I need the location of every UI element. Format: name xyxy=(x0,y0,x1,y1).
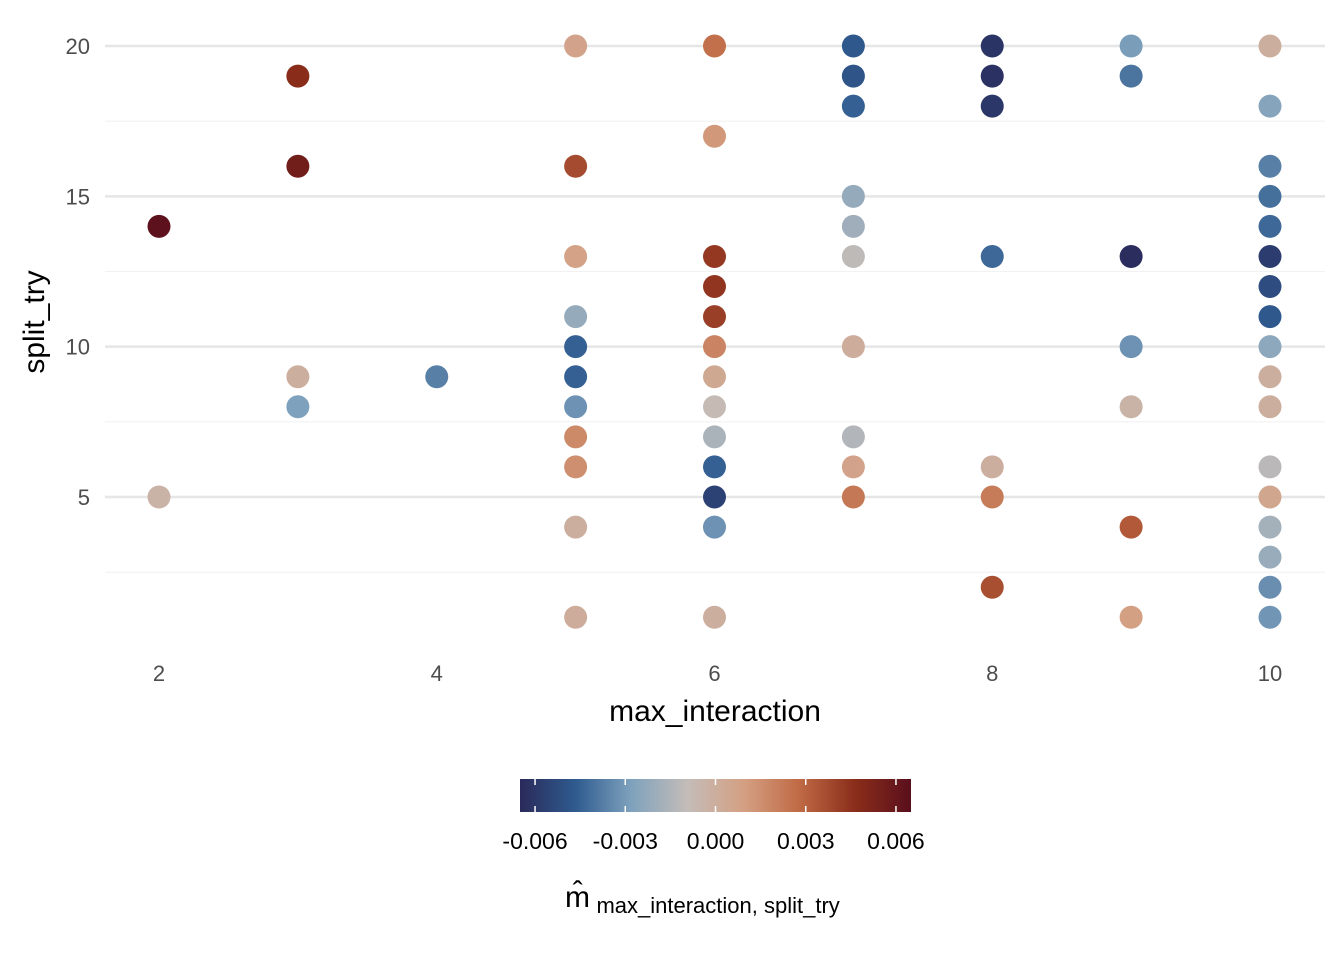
data-point xyxy=(980,575,1004,599)
data-point xyxy=(564,34,588,58)
data-point xyxy=(703,244,726,268)
data-point xyxy=(147,485,171,509)
data-point xyxy=(564,335,588,359)
colorbar-tick-label: 0.006 xyxy=(867,828,925,854)
data-point xyxy=(564,244,588,268)
colorbar-tick-label: -0.006 xyxy=(502,828,567,854)
data-point xyxy=(564,395,588,419)
x-axis-ticks: 2 4 6 8 10 xyxy=(153,661,1282,686)
data-point xyxy=(980,94,1004,118)
data-point xyxy=(841,425,865,449)
data-point xyxy=(703,124,726,148)
color-legend: -0.006 -0.003 0.000 0.003 0.006 m̂ max_inter… xyxy=(502,779,925,918)
data-point xyxy=(286,395,310,419)
data-point xyxy=(841,455,865,479)
colorbar-tick-label: 0.000 xyxy=(687,828,745,854)
data-point xyxy=(1258,275,1282,299)
colorbar-ticks xyxy=(534,779,897,812)
data-point xyxy=(564,605,588,629)
data-point xyxy=(1119,64,1143,88)
data-point xyxy=(1258,485,1282,509)
data-point xyxy=(841,485,865,509)
data-point xyxy=(1258,365,1282,389)
data-point xyxy=(564,455,588,479)
minor-gridlines xyxy=(105,120,1325,573)
y-axis-ticks: 5 10 15 20 xyxy=(66,34,90,510)
data-point xyxy=(286,154,310,178)
data-point xyxy=(425,365,449,389)
data-point xyxy=(841,244,865,268)
data-point xyxy=(1258,94,1282,118)
data-point xyxy=(1258,455,1282,479)
data-point xyxy=(1119,335,1143,359)
data-point xyxy=(1258,34,1282,58)
legend-title: m̂ max_interaction, split_try xyxy=(565,881,840,918)
colorbar-labels: -0.006 -0.003 0.000 0.003 0.006 xyxy=(502,828,924,854)
data-point xyxy=(841,335,865,359)
data-point xyxy=(980,64,1004,88)
data-point xyxy=(980,455,1004,479)
data-point xyxy=(286,365,310,389)
data-point xyxy=(1258,244,1282,268)
x-axis-title: max_interaction xyxy=(609,695,821,728)
data-point xyxy=(1258,605,1282,629)
data-point xyxy=(564,154,588,178)
data-point xyxy=(703,515,726,539)
data-point xyxy=(841,184,865,208)
y-axis-title: split_try xyxy=(18,270,51,373)
data-point xyxy=(841,64,865,88)
data-point xyxy=(1258,545,1282,569)
y-tick-label: 20 xyxy=(66,34,90,59)
data-point xyxy=(1258,395,1282,419)
data-point xyxy=(1258,305,1282,329)
x-tick-label: 4 xyxy=(431,661,443,686)
data-point xyxy=(841,34,865,58)
data-point xyxy=(564,305,588,329)
x-tick-label: 2 xyxy=(153,661,165,686)
data-point xyxy=(1258,154,1282,178)
data-point xyxy=(703,455,726,479)
data-point xyxy=(703,275,726,299)
data-point xyxy=(703,34,726,58)
data-point xyxy=(1258,575,1282,599)
data-points xyxy=(147,34,1282,629)
data-point xyxy=(980,244,1004,268)
data-point xyxy=(1258,515,1282,539)
y-tick-label: 15 xyxy=(66,184,90,209)
data-point xyxy=(703,395,726,419)
data-point xyxy=(703,335,726,359)
data-point xyxy=(703,365,726,389)
data-point xyxy=(147,214,171,238)
data-point xyxy=(703,485,726,509)
data-point xyxy=(1119,395,1143,419)
data-point xyxy=(703,605,726,629)
data-point xyxy=(1258,184,1282,208)
data-point xyxy=(703,425,726,449)
x-tick-label: 10 xyxy=(1258,661,1282,686)
data-point xyxy=(703,305,726,329)
data-point xyxy=(1119,605,1143,629)
data-point xyxy=(980,34,1004,58)
data-point xyxy=(1119,515,1143,539)
x-tick-label: 8 xyxy=(986,661,998,686)
data-point xyxy=(564,515,588,539)
data-point xyxy=(1119,244,1143,268)
data-point xyxy=(841,94,865,118)
y-tick-label: 10 xyxy=(66,335,90,360)
data-point xyxy=(980,485,1004,509)
data-point xyxy=(1258,214,1282,238)
x-tick-label: 6 xyxy=(708,661,720,686)
data-point xyxy=(564,365,588,389)
data-point xyxy=(1258,335,1282,359)
data-point xyxy=(841,214,865,238)
data-point xyxy=(564,425,588,449)
data-point xyxy=(286,64,310,88)
colorbar-tick-label: -0.003 xyxy=(593,828,658,854)
colorbar-tick-label: 0.003 xyxy=(777,828,835,854)
y-tick-label: 5 xyxy=(78,485,90,510)
data-point xyxy=(1119,34,1143,58)
